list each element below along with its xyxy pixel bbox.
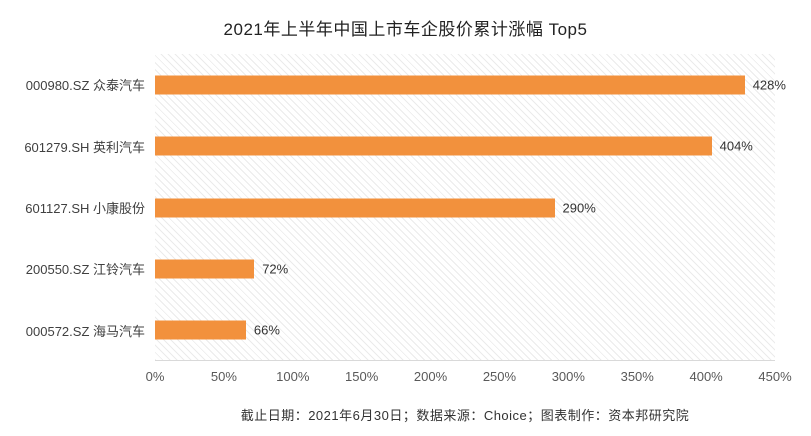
plot-area: 000980.SZ 众泰汽车 428% 601279.SH 英利汽车 404% 6011… [0, 54, 811, 361]
bar [155, 75, 745, 95]
category-label: 000572.SZ 海马汽车 [25, 323, 145, 339]
x-axis: 0% 50% 100% 150% 200% 250% 300% 350% 400% 450% [146, 369, 792, 387]
x-tick-label: 400% [689, 369, 723, 384]
bar-track: 404% [155, 115, 775, 176]
bar-row: 200550.SZ 江铃汽车 72% [0, 238, 811, 299]
bar-value-label: 72% [262, 261, 289, 277]
bar-value-label: 404% [719, 138, 753, 154]
x-tick-label: 350% [620, 369, 654, 384]
bar [155, 136, 712, 156]
category-label: 601279.SH 英利汽车 [24, 139, 145, 155]
x-tick-label: 200% [413, 369, 448, 384]
bar [155, 198, 555, 218]
bar [155, 320, 246, 340]
x-tick-label: 450% [758, 369, 792, 384]
bar-track: 66% [155, 300, 775, 361]
bar-row: 601127.SH 小康股份 290% [0, 177, 811, 238]
chart-title: 2021年上半年中国上市车企股价累计涨幅 Top5 [223, 20, 588, 39]
bar-value-label: 290% [562, 200, 596, 216]
x-tick-label: 0% [145, 369, 165, 384]
x-tick-label: 50% [210, 369, 237, 384]
x-tick-label: 250% [482, 369, 517, 384]
x-tick-label: 100% [276, 369, 310, 384]
x-tick-label: 150% [345, 369, 379, 384]
bar-rows: 000980.SZ 众泰汽车 428% 601279.SH 英利汽车 404% 6011… [0, 54, 811, 361]
bar-track: 428% [155, 54, 786, 115]
bar-row: 000980.SZ 众泰汽车 428% [0, 54, 811, 115]
x-tick-label: 300% [551, 369, 585, 384]
category-label: 200550.SZ 江铃汽车 [25, 262, 145, 278]
bar-row: 601279.SH 英利汽车 404% [0, 115, 811, 176]
chart-footer: 截止日期：2021年6月30日；数据来源：Choice；图表制作：资本邦研究院 [240, 408, 690, 423]
bar-value-label: 66% [253, 322, 280, 338]
bar-track: 290% [155, 177, 775, 238]
bar-row: 000572.SZ 海马汽车 66% [0, 300, 811, 361]
bar-track: 72% [155, 238, 775, 299]
category-label: 000980.SZ 众泰汽车 [25, 78, 145, 94]
category-label: 601127.SH 小康股份 [25, 201, 145, 217]
bar [155, 259, 255, 279]
bar-value-label: 428% [752, 77, 786, 93]
